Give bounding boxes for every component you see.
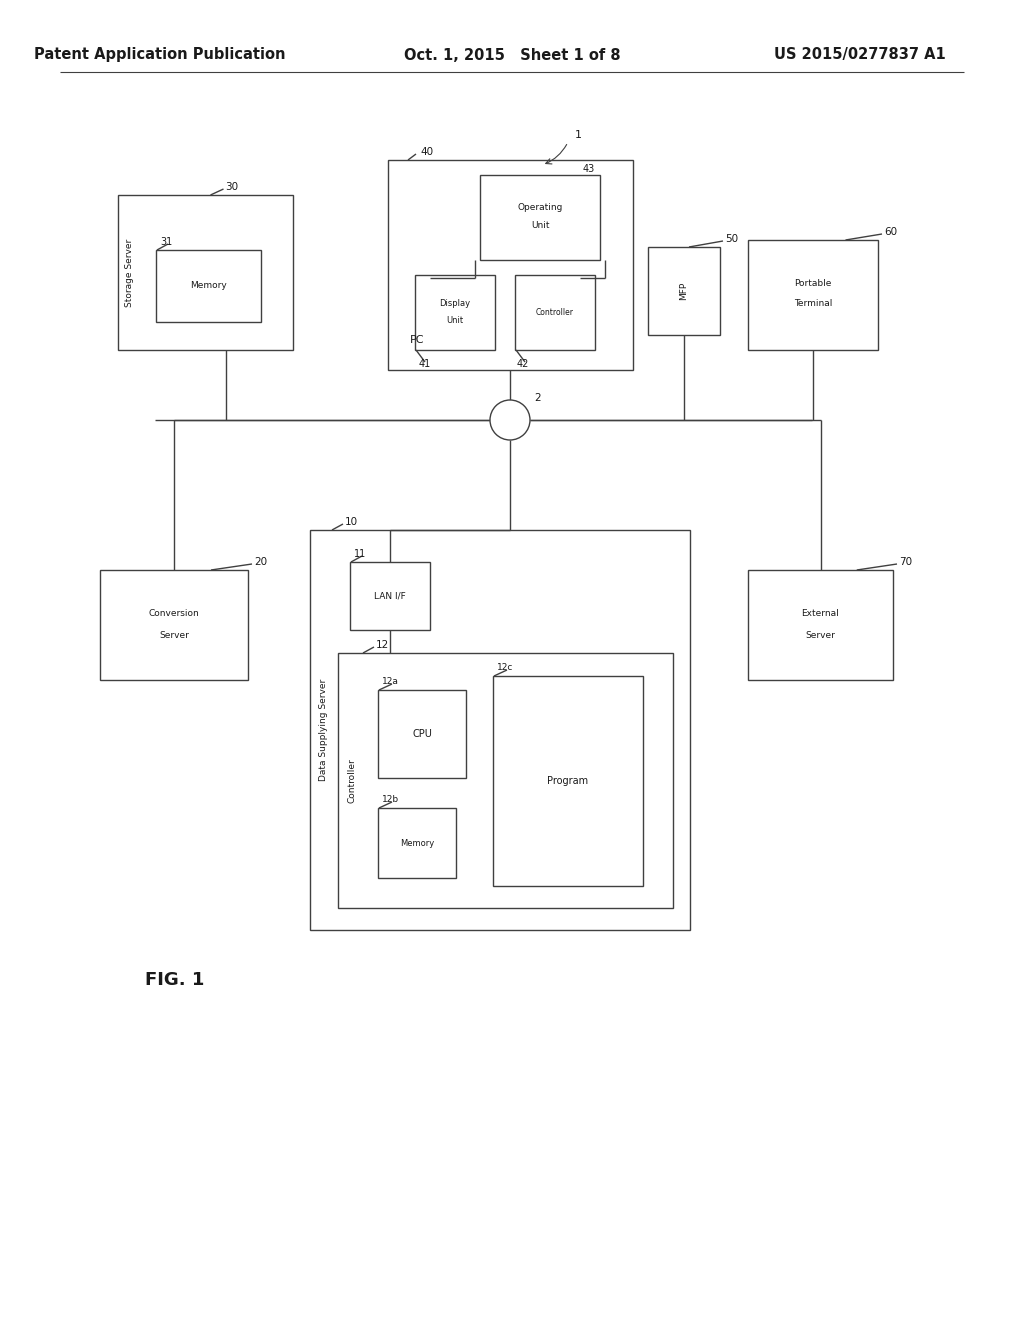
- Bar: [480, 176, 600, 260]
- Text: Unit: Unit: [530, 220, 549, 230]
- Text: CPU: CPU: [412, 729, 432, 739]
- Text: Patent Application Publication: Patent Application Publication: [34, 48, 286, 62]
- Text: 2: 2: [535, 393, 542, 403]
- Bar: [378, 808, 456, 878]
- Text: 30: 30: [225, 182, 239, 191]
- Text: 60: 60: [884, 227, 897, 238]
- Bar: [388, 160, 633, 370]
- Bar: [748, 570, 893, 680]
- Text: 50: 50: [725, 234, 738, 244]
- Text: Portable: Portable: [795, 279, 831, 288]
- Text: Conversion: Conversion: [148, 609, 200, 618]
- Text: 12: 12: [376, 640, 389, 649]
- Text: Controller: Controller: [347, 758, 356, 803]
- Text: 12c: 12c: [497, 664, 513, 672]
- Text: 40: 40: [420, 147, 433, 157]
- Text: 20: 20: [254, 557, 267, 568]
- Text: 11: 11: [354, 549, 367, 558]
- Text: 70: 70: [899, 557, 912, 568]
- Text: Memory: Memory: [400, 838, 434, 847]
- Text: PC: PC: [410, 335, 425, 345]
- Bar: [338, 653, 673, 908]
- Bar: [515, 275, 595, 350]
- Text: MFP: MFP: [680, 282, 688, 300]
- Bar: [378, 690, 466, 777]
- Text: 12a: 12a: [382, 677, 399, 686]
- Bar: [100, 570, 248, 680]
- Text: FIG. 1: FIG. 1: [145, 972, 205, 989]
- Text: Data Supplying Server: Data Supplying Server: [319, 678, 329, 781]
- Bar: [118, 195, 293, 350]
- Text: Storage Server: Storage Server: [126, 239, 134, 306]
- Circle shape: [490, 400, 530, 440]
- Bar: [156, 249, 261, 322]
- Text: Server: Server: [159, 631, 189, 639]
- Text: US 2015/0277837 A1: US 2015/0277837 A1: [774, 48, 946, 62]
- Text: Unit: Unit: [446, 315, 464, 325]
- Bar: [648, 247, 720, 335]
- Text: 43: 43: [583, 164, 595, 174]
- Text: External: External: [802, 609, 840, 618]
- Text: Display: Display: [439, 300, 471, 308]
- Text: LAN I/F: LAN I/F: [374, 591, 406, 601]
- Text: 12b: 12b: [382, 796, 399, 804]
- Bar: [350, 562, 430, 630]
- Bar: [310, 531, 690, 931]
- Text: 1: 1: [575, 129, 582, 140]
- Text: 31: 31: [160, 238, 172, 247]
- Text: Oct. 1, 2015   Sheet 1 of 8: Oct. 1, 2015 Sheet 1 of 8: [403, 48, 621, 62]
- Text: Operating: Operating: [517, 203, 562, 213]
- Text: Program: Program: [548, 776, 589, 785]
- Bar: [748, 240, 878, 350]
- Text: Server: Server: [806, 631, 836, 639]
- Bar: [415, 275, 495, 350]
- Text: Controller: Controller: [536, 308, 574, 317]
- Text: Terminal: Terminal: [794, 298, 833, 308]
- Text: Memory: Memory: [190, 281, 227, 290]
- Text: 41: 41: [419, 359, 431, 370]
- Bar: [493, 676, 643, 886]
- Text: 42: 42: [517, 359, 529, 370]
- Text: 10: 10: [345, 517, 358, 527]
